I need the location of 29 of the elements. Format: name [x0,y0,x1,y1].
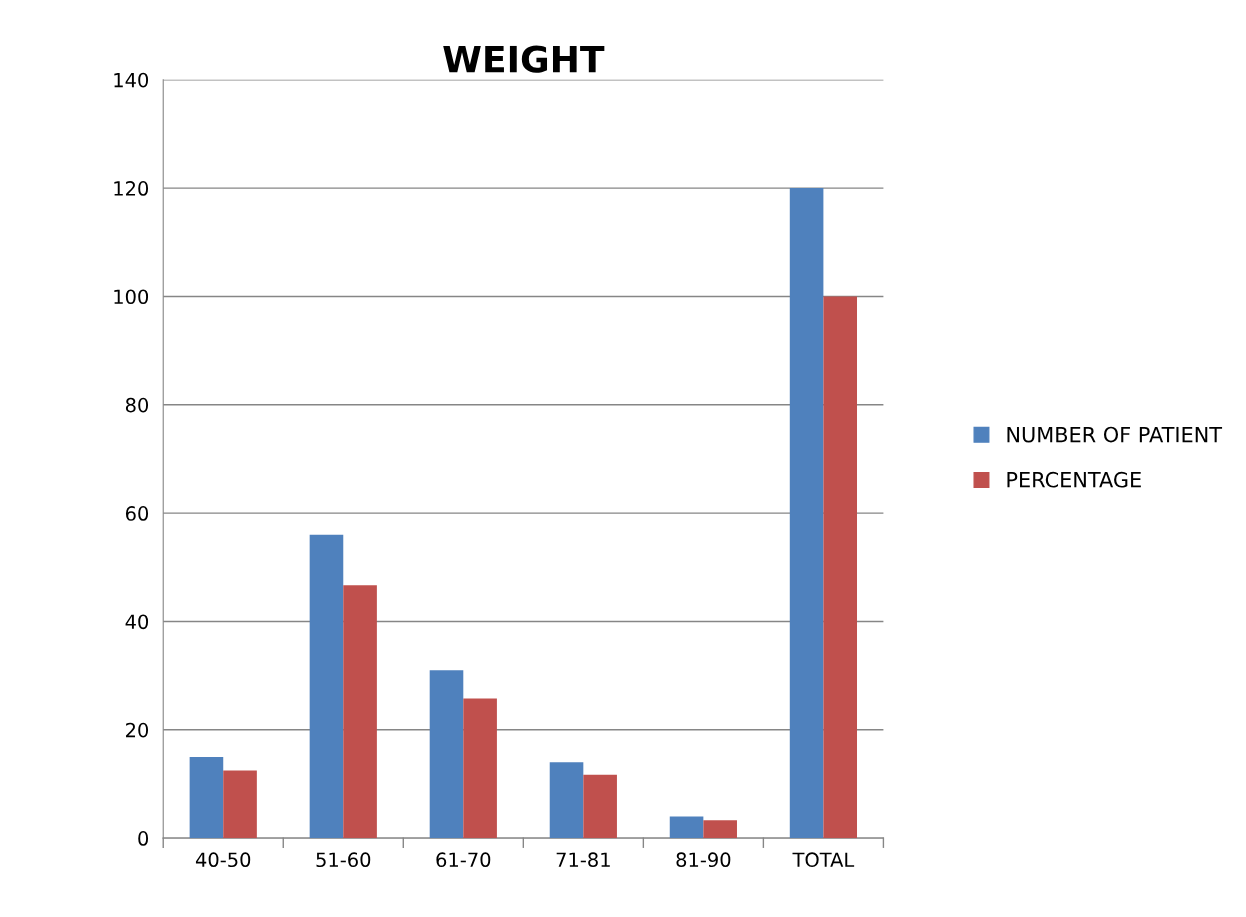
y-tick-label: 120 [114,181,149,196]
bar [343,585,377,839]
y-tick-label: 100 [114,289,149,305]
bar [703,820,737,839]
y-tick-label: 20 [126,722,149,738]
y-tick-label: 0 [138,831,149,846]
chart-title: WEIGHT [443,45,605,73]
bar [223,770,257,839]
y-tick-label: 40 [125,614,149,630]
x-tick-label: 71-81 [556,852,610,868]
x-tick-label: 51-60 [316,852,371,868]
y-tick-label: 60 [125,506,149,521]
bar [189,756,224,839]
y-tick-label: 140 [114,72,149,88]
x-tick-label: 81-90 [676,852,731,868]
bar [309,534,344,839]
bar [463,698,497,839]
legend-label: NUMBER OF PATIENT [1007,426,1223,443]
bar [789,188,824,839]
bar [429,670,464,839]
y-tick-label: 80 [125,397,149,413]
legend-label: PERCENTAGE [1007,471,1141,488]
bar [549,762,584,839]
x-tick-label: TOTAL [792,852,855,868]
x-tick-label: 40-50 [195,852,251,868]
bar [583,774,617,839]
bar [669,816,704,839]
x-tick-label: 61-70 [436,852,491,868]
bar [823,296,858,839]
